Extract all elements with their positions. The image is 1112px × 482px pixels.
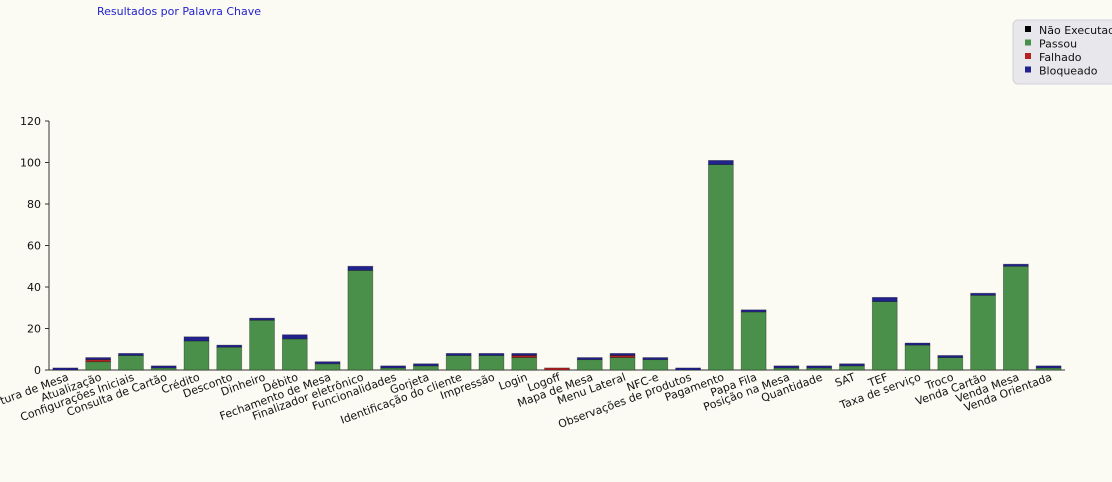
bar-segment bbox=[249, 319, 275, 371]
bar-segment bbox=[413, 365, 439, 371]
bar-segment bbox=[839, 365, 865, 371]
bar-segment bbox=[806, 365, 833, 369]
bar-segment bbox=[118, 355, 144, 371]
y-tick-label: 20 bbox=[27, 323, 41, 336]
bar-segment bbox=[281, 338, 308, 371]
bar-segment bbox=[839, 363, 865, 367]
bar-segment bbox=[642, 359, 669, 371]
bar-segment bbox=[216, 346, 243, 371]
bar-segment bbox=[347, 265, 374, 271]
bar-segment bbox=[708, 164, 734, 371]
bar-segment bbox=[478, 352, 505, 356]
bar-segment bbox=[871, 296, 898, 302]
bar-segment bbox=[773, 365, 800, 369]
bar-segment bbox=[544, 367, 570, 371]
bar-segment bbox=[1002, 263, 1029, 267]
bar-segment bbox=[511, 357, 538, 371]
bar-segment bbox=[380, 365, 406, 369]
bar-segment bbox=[937, 357, 964, 371]
bar-segment bbox=[183, 336, 210, 342]
bar-segment bbox=[871, 301, 898, 371]
legend-swatch bbox=[1025, 39, 1031, 46]
y-tick-label: 40 bbox=[27, 281, 41, 294]
bar-segment bbox=[183, 340, 210, 371]
bar-segment bbox=[937, 355, 964, 358]
bar-segment bbox=[314, 361, 341, 365]
bar-segment bbox=[445, 352, 472, 356]
y-tick-label: 60 bbox=[27, 240, 41, 253]
legend-label: Não Executado bbox=[1039, 24, 1112, 37]
y-tick-label: 80 bbox=[27, 198, 41, 211]
bar-segment bbox=[347, 269, 374, 371]
bar-segment bbox=[904, 342, 931, 346]
legend-label: Passou bbox=[1039, 38, 1077, 51]
bar-segment bbox=[1035, 365, 1062, 369]
legend-swatch bbox=[1025, 66, 1031, 73]
bar-segment bbox=[314, 363, 341, 371]
bar-segment bbox=[708, 160, 734, 165]
legend-swatch bbox=[1025, 26, 1031, 32]
legend-swatch bbox=[1025, 53, 1031, 59]
bar-segment bbox=[609, 357, 636, 371]
legend-box bbox=[1012, 19, 1112, 85]
bar-segment bbox=[281, 334, 308, 340]
y-tick-label: 100 bbox=[20, 157, 41, 170]
y-tick-label: 120 bbox=[20, 115, 41, 128]
bar-segment bbox=[970, 294, 996, 371]
bar-segment bbox=[511, 352, 538, 356]
bar-segment bbox=[216, 344, 243, 348]
bar-segment bbox=[413, 363, 439, 367]
y-tick-label: 0 bbox=[34, 364, 41, 377]
bar-segment bbox=[970, 292, 996, 296]
bar-segment bbox=[740, 309, 767, 313]
bar-segment bbox=[576, 357, 603, 361]
legend-label: Falhado bbox=[1039, 51, 1082, 64]
legend-label: Bloqueado bbox=[1039, 65, 1098, 78]
chart-title: Resultados por Palavra Chave bbox=[97, 5, 261, 18]
bar-segment bbox=[85, 357, 112, 361]
bar-segment bbox=[52, 367, 79, 371]
bar-segment bbox=[150, 365, 177, 369]
bar-segment bbox=[118, 352, 144, 356]
legend: Não ExecutadoPassouFalhadoBloqueado bbox=[1012, 19, 1112, 85]
bar-segment bbox=[478, 355, 505, 371]
bar-segment bbox=[642, 357, 669, 361]
bar-segment bbox=[740, 311, 767, 371]
bar-segment bbox=[576, 359, 603, 371]
bar-segment bbox=[85, 361, 112, 371]
bar-segment bbox=[675, 367, 701, 371]
bar-segment bbox=[609, 352, 636, 356]
bar-segment bbox=[1002, 265, 1029, 371]
bar-segment bbox=[445, 355, 472, 371]
bar-segment bbox=[904, 344, 931, 371]
bar-segment bbox=[249, 317, 275, 321]
